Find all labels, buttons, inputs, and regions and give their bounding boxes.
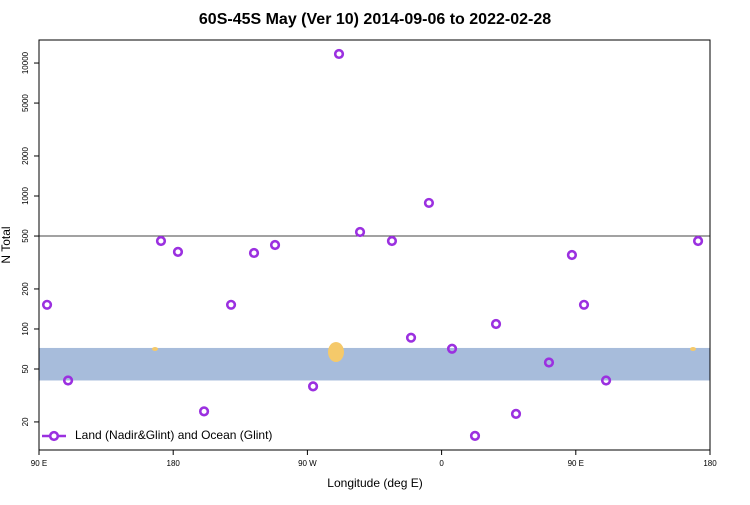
y-tick-label: 100 <box>21 322 30 336</box>
y-tick-label: 5000 <box>21 94 30 112</box>
point <box>307 381 319 392</box>
land-shape <box>152 347 158 351</box>
point <box>423 197 435 209</box>
legend-label: Land (Nadir&Glint) and Ocean (Glint) <box>75 428 272 442</box>
legend-marker <box>48 430 60 442</box>
y-tick-label: 200 <box>21 282 30 296</box>
band <box>39 347 710 381</box>
point <box>386 235 398 247</box>
point <box>566 249 578 261</box>
x-tick-label: 90 E <box>31 459 47 468</box>
x-tick-label: 180 <box>703 459 717 468</box>
y-tick-label: 10000 <box>21 51 30 74</box>
point <box>469 430 481 442</box>
y-tick-label: 50 <box>21 364 30 373</box>
point <box>405 332 417 343</box>
plot: 20 50 100 200 500 1000 2000 5000 10000 90 E 180 90 … <box>21 39 717 468</box>
x-tick-label: 180 <box>167 459 181 468</box>
x-tick-label: 90 W <box>298 459 317 468</box>
point <box>333 48 345 60</box>
point <box>62 375 74 386</box>
point <box>155 235 167 247</box>
point <box>354 226 366 238</box>
point <box>41 299 53 310</box>
point <box>225 299 237 310</box>
chart-title: 60S-45S May (Ver 10) 2014-09-06 to 2022-… <box>199 11 551 28</box>
x-axis-label: Longitude (deg E) <box>327 476 422 490</box>
point <box>578 299 590 310</box>
plot-frame <box>38 39 711 451</box>
point <box>198 406 210 417</box>
point <box>446 343 458 354</box>
point <box>172 246 184 257</box>
x-tick-label: 0 <box>439 459 444 468</box>
point <box>490 318 502 330</box>
point <box>510 408 522 419</box>
x-tick-label: 90 E <box>568 459 584 468</box>
y-tick-label: 1000 <box>21 187 30 205</box>
point <box>692 235 704 247</box>
land-shape <box>328 342 344 362</box>
point <box>600 375 612 386</box>
point <box>543 357 555 368</box>
y-tick-label: 2000 <box>21 147 30 165</box>
land-shape <box>690 347 696 351</box>
y-tick-label: 500 <box>21 229 30 243</box>
y-tick-label: 20 <box>21 417 30 426</box>
point <box>269 239 281 251</box>
point <box>248 247 260 259</box>
y-axis-label: N Total <box>0 226 13 263</box>
